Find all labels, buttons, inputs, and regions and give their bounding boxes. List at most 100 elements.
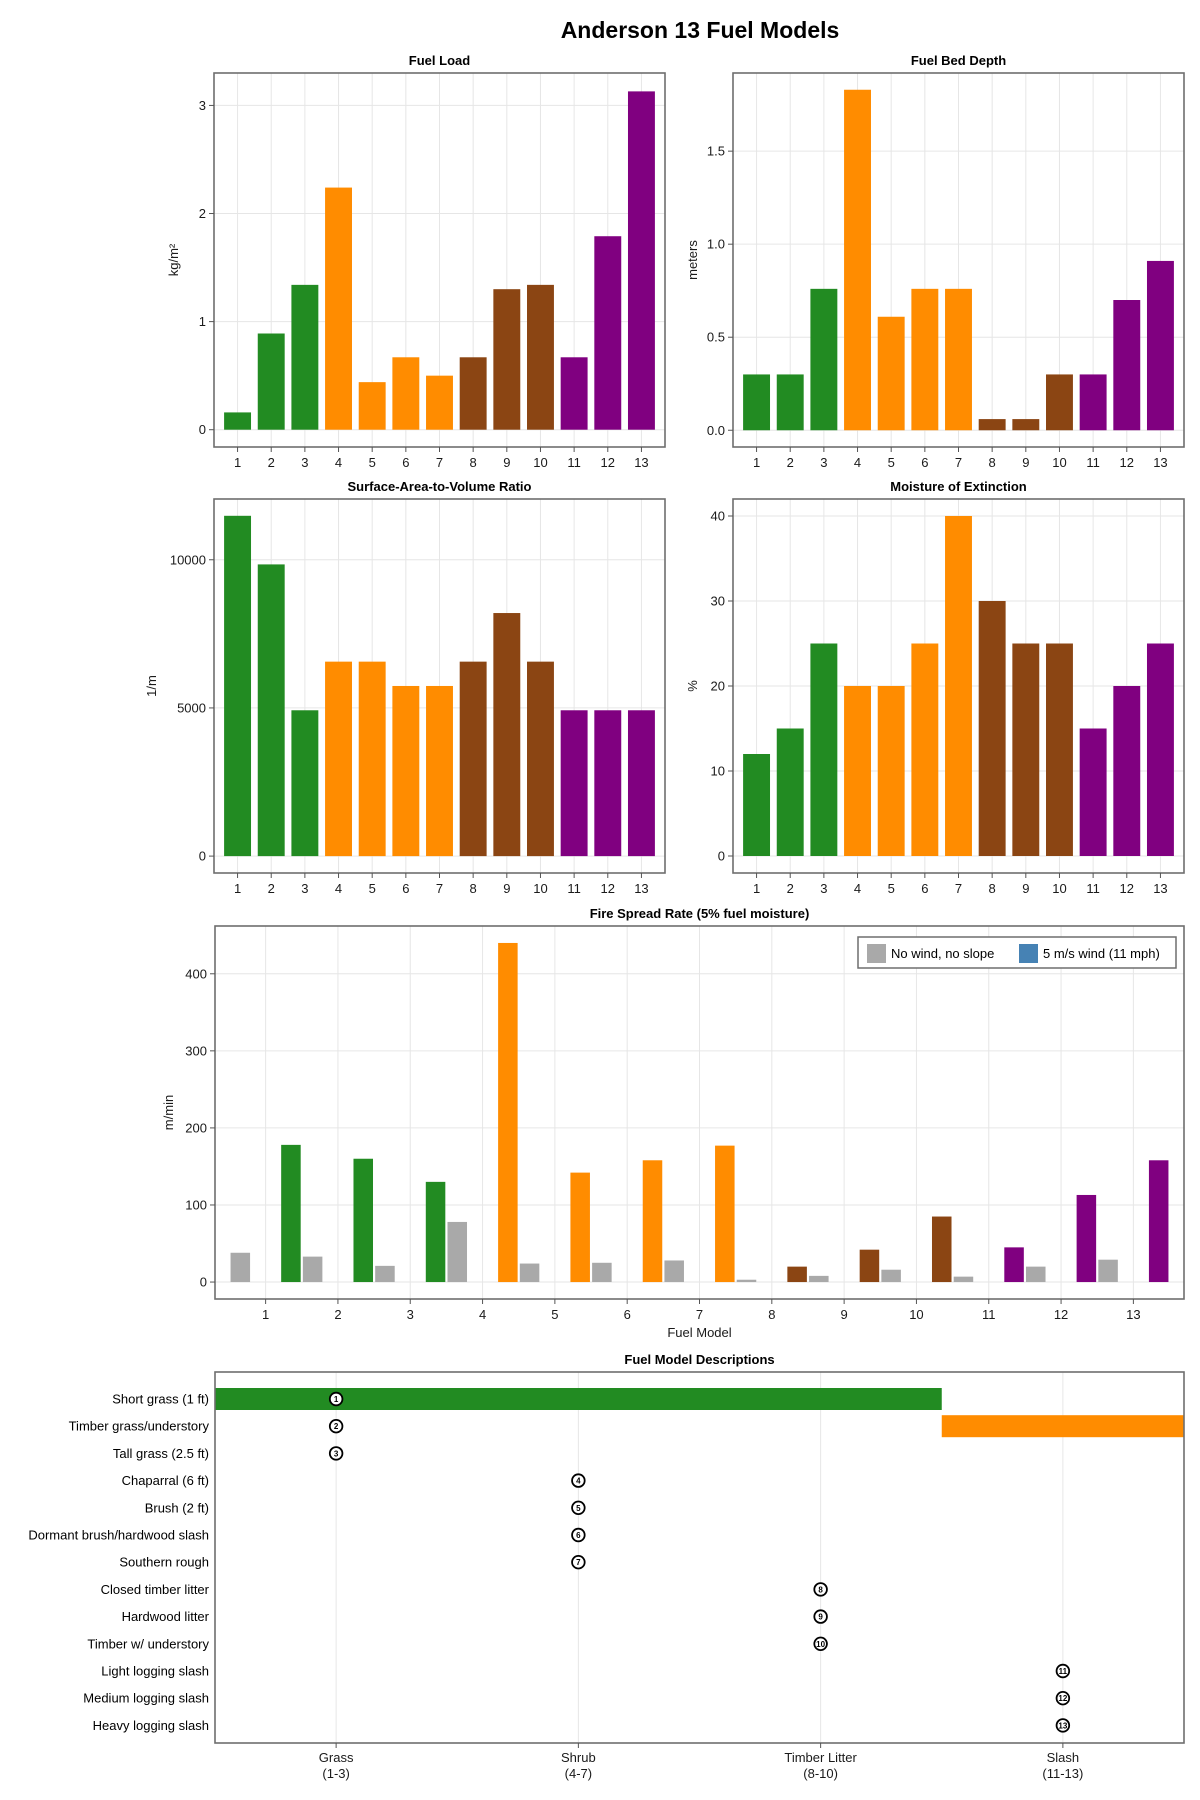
y-tick-label: 10 — [711, 764, 725, 779]
y-tick-label: 0 — [718, 849, 725, 864]
bar-no-wind-model-4 — [447, 1221, 468, 1283]
x-tick-sublabel: (4-7) — [565, 1766, 592, 1781]
row-label: Timber grass/understory — [69, 1419, 210, 1434]
x-tick-label: 9 — [503, 881, 510, 896]
bar-model-1 — [743, 754, 771, 856]
chart-title: Fuel Model Descriptions — [624, 1352, 774, 1367]
bar-model-8 — [978, 601, 1006, 856]
model-marker-number: 2 — [334, 1422, 339, 1431]
bar-wind-model-4 — [498, 942, 518, 1283]
row-label: Hardwood litter — [122, 1609, 210, 1624]
model-marker-circle — [571, 1500, 586, 1516]
bar-model-10 — [527, 284, 554, 430]
y-axis-label: % — [685, 680, 700, 692]
legend-label-no-wind: No wind, no slope — [891, 946, 994, 961]
bar-model-12 — [1113, 300, 1141, 431]
x-tick-label: 5 — [369, 881, 376, 896]
x-tick-label: 12 — [1120, 881, 1134, 896]
row-label: Light logging slash — [101, 1664, 209, 1679]
x-tick-label: 11 — [982, 1307, 996, 1322]
x-tick-label: 4 — [335, 881, 342, 896]
x-tick-label: 5 — [551, 1307, 558, 1322]
bar-no-wind-model-7 — [664, 1260, 684, 1283]
x-tick-label: 2 — [268, 455, 275, 470]
model-marker-circle — [1055, 1690, 1071, 1706]
bar-model-4 — [844, 89, 871, 431]
legend-box — [857, 936, 1177, 969]
y-tick-label: 30 — [711, 594, 725, 609]
bar-model-13 — [627, 91, 655, 430]
x-tick-label: 1 — [753, 455, 760, 470]
y-tick-label: 0 — [199, 422, 206, 437]
bar-model-9 — [493, 613, 521, 857]
model-marker-circle — [813, 1609, 828, 1624]
bar-model-11 — [560, 710, 588, 857]
bar-model-2 — [776, 728, 804, 856]
chart-fire_spread: Fire Spread Rate (5% fuel moisture)1 2 3 4 5… — [161, 906, 1185, 1340]
bar-model-13 — [1146, 643, 1174, 856]
x-tick-label: 12 — [1054, 1307, 1068, 1322]
chart-title: Fuel Load — [409, 53, 470, 68]
x-tick-label: 7 — [436, 881, 443, 896]
model-marker-number: 1 — [334, 1395, 339, 1404]
row-label: Heavy logging slash — [93, 1718, 209, 1733]
bar-model-10 — [1046, 374, 1073, 431]
x-tick-label: 7 — [436, 455, 443, 470]
bar-no-wind-model-1 — [230, 1252, 251, 1283]
x-tick-label: 9 — [841, 1307, 848, 1322]
x-tick-label: 6 — [402, 455, 409, 470]
x-tick-label: 13 — [1153, 881, 1167, 896]
model-marker-circle — [328, 1391, 344, 1407]
bar-wind-model-8 — [787, 1266, 807, 1283]
x-tick-label: 11 — [567, 881, 581, 896]
x-tick-label: 4 — [479, 1307, 486, 1322]
bar-model-8 — [459, 357, 487, 430]
x-tick-label: 1 — [753, 881, 760, 896]
bar-model-1 — [224, 515, 252, 857]
bar-model-6 — [911, 643, 939, 856]
x-tick-label: 10 — [1052, 881, 1066, 896]
x-tick-label: 1 — [262, 1307, 269, 1322]
x-tick-label: 4 — [854, 455, 861, 470]
bar-model-11 — [1079, 374, 1107, 431]
x-tick-label: 9 — [1022, 455, 1029, 470]
x-tick-label: Shrub — [561, 1750, 596, 1765]
figure-title: Anderson 13 Fuel Models — [561, 17, 840, 43]
bar-model-7 — [945, 288, 972, 431]
bar-model-9 — [493, 289, 521, 430]
bar-no-wind-model-13 — [1098, 1259, 1118, 1283]
bar-model-5 — [358, 661, 386, 857]
x-tick-label: 7 — [955, 881, 962, 896]
x-tick-label: Timber Litter — [784, 1750, 857, 1765]
x-tick-label: 1 — [234, 455, 241, 470]
y-tick-label: 1 — [199, 314, 206, 329]
bar-model-6 — [392, 685, 420, 857]
y-tick-label: 3 — [199, 98, 206, 113]
bar-no-wind-model-3 — [375, 1265, 395, 1283]
y-tick-label: 0.0 — [707, 423, 725, 438]
bar-model-5 — [877, 686, 905, 856]
x-tick-label: 5 — [888, 455, 895, 470]
y-tick-label: 20 — [711, 679, 725, 694]
bar-model-8 — [978, 419, 1006, 431]
x-tick-label: 3 — [820, 455, 827, 470]
y-tick-label: 1.5 — [707, 144, 725, 159]
bar-wind-model-3 — [425, 1181, 446, 1283]
bar-model-3 — [810, 288, 838, 431]
bar-model-6 — [911, 288, 939, 431]
x-tick-label: 8 — [768, 1307, 775, 1322]
bar-model-12 — [1113, 686, 1141, 856]
y-tick-label: 2 — [199, 206, 206, 221]
model-marker-number: 12 — [1058, 1694, 1067, 1703]
x-tick-sublabel: (8-10) — [803, 1766, 838, 1781]
bar-model-2 — [257, 564, 285, 857]
x-tick-label: 9 — [503, 455, 510, 470]
bar-wind-model-11 — [1004, 1247, 1024, 1283]
x-tick-sublabel: (1-3) — [322, 1766, 349, 1781]
x-tick-label: 3 — [820, 881, 827, 896]
bar-model-9 — [1012, 643, 1040, 856]
bar-wind-model-2 — [353, 1158, 374, 1283]
y-tick-label: 300 — [185, 1043, 207, 1058]
